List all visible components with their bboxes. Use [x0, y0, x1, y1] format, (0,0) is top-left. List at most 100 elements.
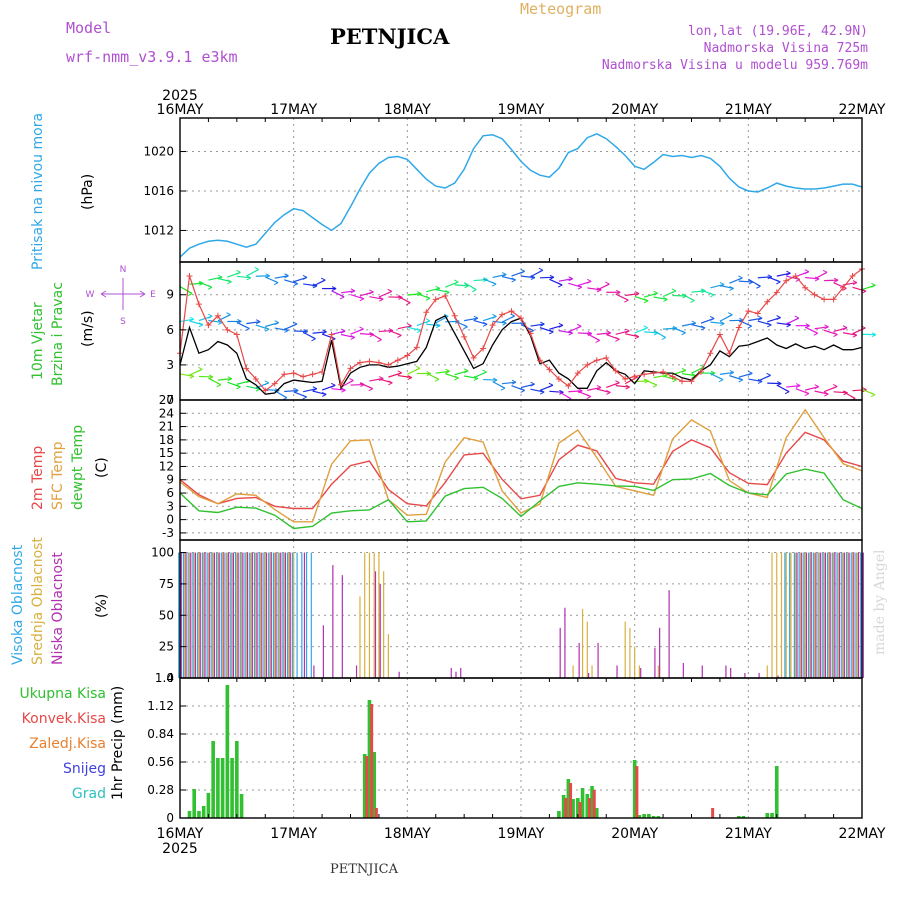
wind-gust-point	[660, 368, 667, 375]
bottom-date-label: 18MAY	[384, 826, 431, 842]
wind-direction-arrow	[236, 380, 251, 385]
conv-precip-bar	[635, 766, 639, 818]
wind-arrow-head	[187, 291, 193, 297]
wind-arrow-head	[236, 384, 241, 390]
conv-precip-bar	[569, 783, 573, 818]
precip-tick-label: 1.4	[155, 671, 174, 685]
wind-direction-arrow	[814, 390, 829, 395]
wind-direction-arrow	[208, 276, 223, 281]
bottom-date-label: 20MAY	[611, 826, 658, 842]
wind-arrow-head	[690, 298, 695, 304]
wind-arrow-head	[738, 377, 743, 383]
wind-arrow-head	[331, 382, 336, 388]
wind-arrow-head	[595, 337, 600, 343]
wind-gust-point	[271, 380, 278, 387]
wind-direction-arrow	[786, 384, 801, 388]
wind-arrow-head	[445, 368, 450, 374]
wind-direction-arrow	[454, 284, 469, 287]
total-precip-bar	[187, 811, 192, 818]
wind-direction-arrow	[501, 381, 517, 385]
wind-arrow-head	[227, 376, 233, 382]
wind-arrow-head	[491, 281, 497, 287]
wind-direction-arrow	[464, 317, 479, 322]
legend-hail: Grad	[71, 786, 106, 802]
wind-arrow-head	[852, 280, 858, 285]
wind-arrow-head	[359, 296, 365, 302]
compass-west-label: W	[86, 290, 95, 300]
wind-arrow-head	[520, 388, 525, 393]
wind-gust-point	[186, 273, 193, 280]
wind-arrow-head	[576, 323, 582, 329]
wind-gust-point	[840, 284, 847, 291]
lonlat-label: lon,lat (19.96E, 42.9N)	[687, 24, 868, 39]
conv-precip-bar	[592, 790, 596, 818]
wind-arrow-head	[824, 391, 829, 397]
wind-direction-arrow	[653, 374, 668, 379]
wind-arrow-head	[615, 336, 620, 342]
wind-direction-arrow	[284, 389, 299, 393]
wind-gust-point	[565, 382, 572, 389]
wind-arrow-head	[397, 370, 402, 376]
wind-arrow-head	[728, 312, 733, 318]
wind-gust-point	[404, 352, 411, 359]
wind-arrow-head	[729, 369, 735, 375]
pressure-tick-label: 1016	[143, 184, 174, 198]
station-title: PETNJICA	[330, 24, 450, 49]
wind-arrow-head	[681, 367, 687, 373]
wind-gust-point	[252, 375, 259, 382]
top-date-label: 19MAY	[498, 102, 545, 118]
wind-arrow-head	[776, 279, 781, 285]
bottom-date-label: 16MAY	[157, 826, 204, 842]
wind-gust-point	[555, 375, 562, 382]
wind-direction-arrow	[842, 332, 857, 336]
total-precip-bar	[576, 798, 580, 818]
temperature-tick-label: 9	[166, 473, 174, 487]
wind-arrow-head	[568, 276, 573, 282]
wind-gust-point	[773, 289, 780, 296]
wind-arrow-head	[198, 366, 203, 372]
wind-gust-point	[612, 367, 619, 374]
wind-direction-arrow	[520, 383, 535, 389]
wind-gust-point	[499, 311, 506, 318]
top-date-label: 22MAY	[839, 102, 886, 118]
clouds-tick-label: 0	[166, 671, 174, 685]
wind-arrow-head	[824, 324, 829, 330]
wind-arrow-head	[463, 324, 468, 330]
wind-direction-arrow	[530, 323, 545, 327]
wind-arrow-head	[804, 391, 810, 396]
wind-gust-point	[385, 361, 392, 368]
wind-arrow-head	[273, 280, 279, 286]
total-precip-bar	[642, 814, 646, 818]
compass-north-label: N	[120, 265, 127, 275]
temperature-tick-label: 24	[159, 406, 174, 420]
precip-tick-label: 0.56	[147, 755, 174, 769]
wind-gust-point	[214, 312, 221, 319]
total-precip-bar	[372, 752, 376, 818]
wind-direction-arrow	[303, 388, 317, 393]
wind-arrow-head	[814, 384, 819, 390]
wind-gust-point	[356, 359, 363, 366]
wind-gust-point	[205, 322, 212, 329]
clouds-tick-label: 75	[159, 577, 174, 591]
wind-gust-point	[764, 298, 771, 305]
wind-direction-arrow	[340, 290, 355, 294]
wind-arrow-head	[207, 284, 213, 290]
wind-arrow-head	[377, 337, 382, 343]
wind-arrow-head	[786, 270, 791, 276]
total-precip-bar	[594, 808, 599, 818]
precip-frame	[179, 677, 863, 819]
wind-gust-point	[650, 370, 657, 377]
conv-precip-bar	[588, 798, 592, 818]
wind-direction-arrow	[208, 319, 223, 324]
wind-arrow-head	[557, 282, 563, 288]
wind-arrow-head	[729, 285, 734, 291]
wind-arrow-head	[709, 315, 715, 321]
wind-gust-point	[461, 333, 468, 340]
wind-gust-point	[745, 308, 752, 315]
wind-arrow-head	[368, 386, 373, 392]
wind-direction-arrow	[530, 388, 545, 393]
wind-gust-point	[546, 366, 553, 373]
wind-arrow-head	[671, 288, 677, 294]
wind-arrow-head	[643, 325, 648, 331]
wind-arrow-head	[625, 384, 630, 390]
